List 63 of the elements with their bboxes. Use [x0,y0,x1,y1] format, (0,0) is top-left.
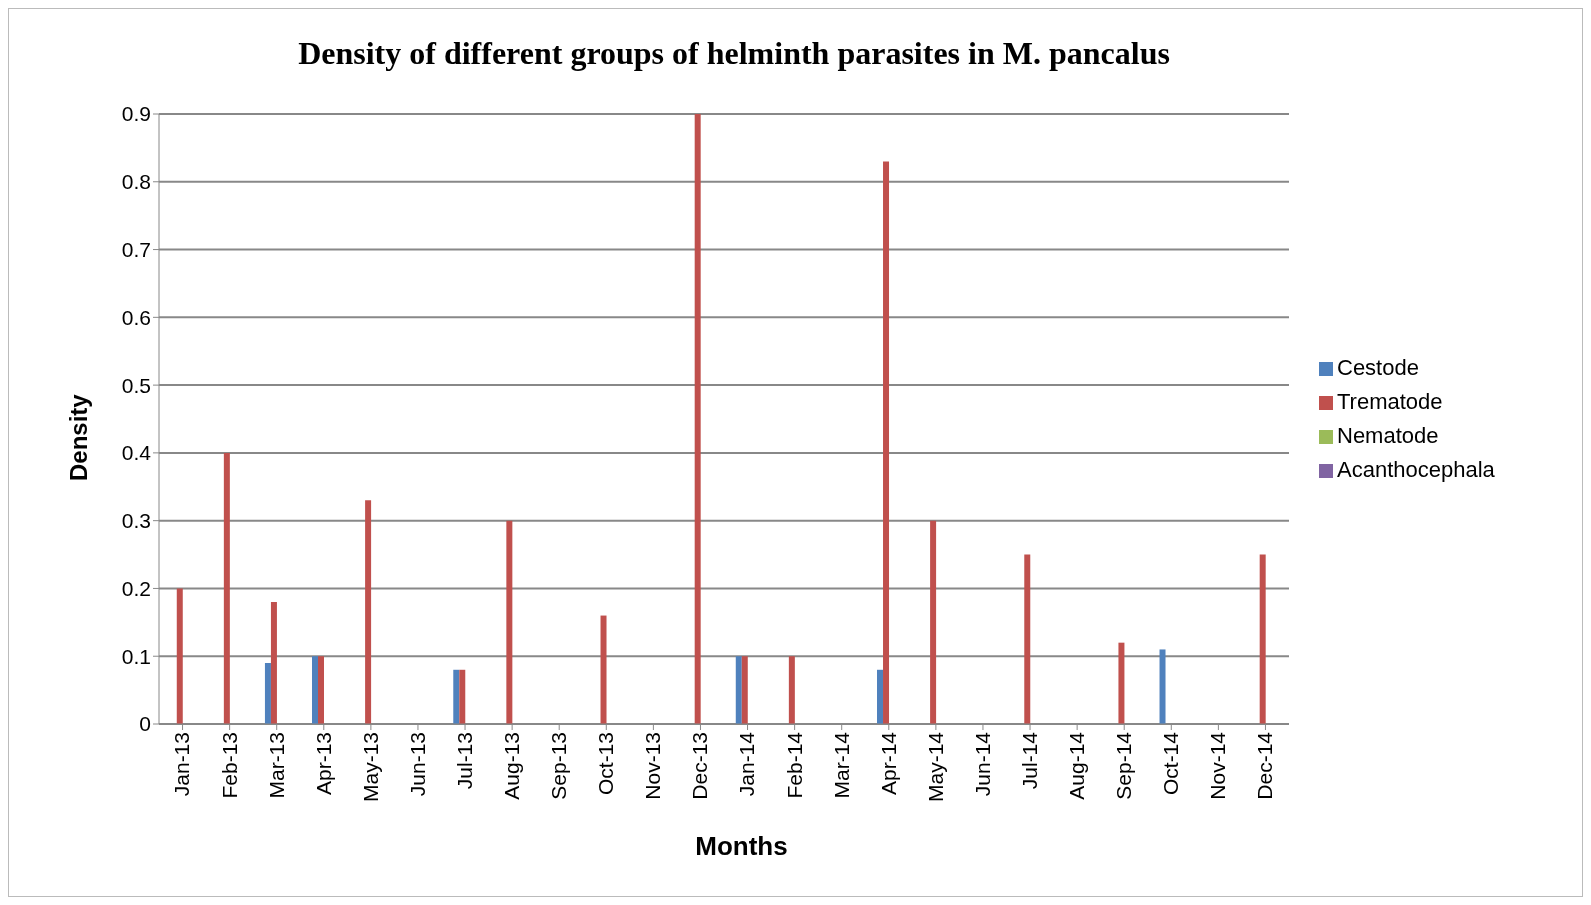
bar [877,669,884,724]
x-tick-label: Jul-13 [452,732,476,790]
x-tick-label: Apr-14 [876,731,900,796]
y-tick-label: 0.4 [121,441,152,465]
y-tick-label: 0.2 [121,576,151,600]
x-axis-title: Months [694,831,789,862]
bar [930,520,937,724]
legend-label: Nematode [1337,423,1439,448]
bar [788,656,795,724]
x-tick-label: Sep-13 [547,732,571,800]
chart-title: Density of different groups of helminth parasites in M. pancalus [297,35,1171,72]
x-tick-label: Aug-14 [1065,731,1089,800]
bar [312,656,319,724]
x-tick-label: May-13 [358,732,382,803]
bar [176,588,183,724]
y-tick-label: 0.7 [121,238,151,262]
bar [1259,554,1266,724]
y-tick-label: 0 [139,712,151,736]
x-tick-label: Dec-14 [1253,731,1277,800]
bar [264,663,271,724]
bar [694,114,701,724]
y-tick-label: 0.3 [121,509,151,533]
y-tick-label: 0.9 [121,102,151,126]
bar [506,520,513,724]
x-tick-label: Jul-14 [1017,731,1041,790]
bar [270,602,277,724]
bar [600,615,607,724]
x-tick-label: Apr-13 [311,732,335,796]
x-tick-label: Oct-13 [594,732,618,796]
x-tick-label: Mar-13 [264,732,288,799]
bar [459,669,466,724]
x-tick-label: Jun-13 [405,732,429,797]
bar [365,500,372,724]
x-tick-label: Mar-14 [829,731,853,799]
x-tick-label: May-14 [923,731,947,803]
bar [223,452,230,724]
bar [883,161,890,724]
legend-label: Trematode [1337,389,1443,414]
legend-label: Acanthocephala [1337,457,1495,482]
y-tick-label: 0.6 [121,305,151,329]
y-tick-label: 0.8 [121,170,151,194]
bar [318,656,325,724]
x-tick-label: Oct-14 [1159,731,1183,796]
x-tick-label: Nov-14 [1206,731,1230,800]
y-axis-title: Density [65,394,93,481]
x-tick-label: Sep-14 [1112,731,1136,800]
x-tick-label: Aug-13 [500,732,524,800]
bar [1118,642,1125,724]
x-tick-label: Jan-13 [170,732,194,797]
y-tick-label: 0.1 [121,644,151,668]
x-tick-label: Feb-13 [217,732,241,799]
bar [735,656,742,724]
legend-label: Cestode [1337,355,1419,380]
bar [741,656,748,724]
x-tick-label: Feb-14 [782,731,806,799]
bar [453,669,460,724]
x-tick-label: Nov-13 [641,732,665,800]
bar [1159,649,1166,724]
bar [1024,554,1031,724]
x-tick-label: Jan-14 [735,731,759,797]
y-tick-label: 0.5 [121,373,151,397]
x-tick-label: Dec-13 [688,732,712,800]
x-tick-label: Jun-14 [970,731,994,797]
